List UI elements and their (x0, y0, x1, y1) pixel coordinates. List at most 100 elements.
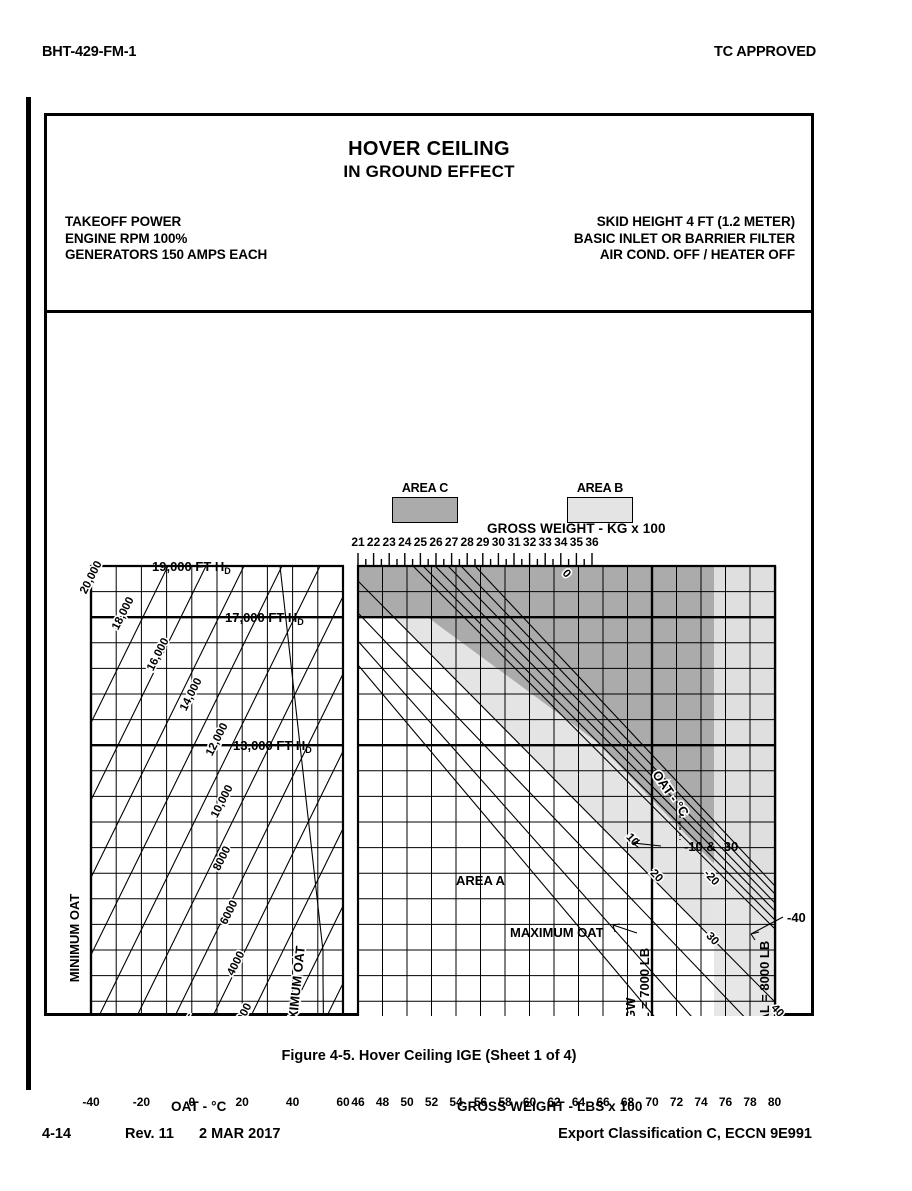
revision-number: Rev. 11 (125, 1126, 174, 1142)
gw-tick-60: 60 (522, 1095, 537, 1109)
bottom-left-axis-title: OAT - °C (171, 1099, 227, 1114)
maximum-oat-label-right: MAXIMUM OAT (510, 925, 604, 940)
oat-tick-20: 20 (235, 1095, 249, 1109)
top-tick-32: 32 (522, 535, 537, 549)
top-tick-30: 30 (491, 535, 506, 549)
oat-curves (358, 566, 775, 1016)
revision-bar (26, 97, 31, 1090)
condition-generators: GENERATORS 150 AMPS EACH (65, 247, 268, 262)
alt-axis-label: HP - FT (170, 1013, 199, 1016)
gw-tick-78: 78 (743, 1095, 757, 1109)
legend-area-b-swatch (567, 497, 633, 523)
alt-label-14000: 14,000 (178, 676, 205, 713)
legend-area-c-label: AREA C (401, 481, 449, 495)
top-tick-22: 22 (366, 535, 381, 549)
top-axis (357, 553, 593, 566)
gw-tick-52: 52 (424, 1095, 439, 1109)
condition-takeoff-power: TAKEOFF POWER (65, 214, 182, 229)
oat-label-neg40: -40 (787, 910, 806, 925)
figure-frame: HOVER CEILING IN GROUND EFFECT TAKEOFF P… (44, 113, 814, 1114)
right-plot-grid-overlay (714, 566, 775, 1016)
callout-13000: 13,000 FT HD (233, 738, 312, 755)
top-tick-29: 29 (476, 535, 490, 549)
legend-area-b-label: AREA B (576, 481, 624, 495)
oat-tick--40: -40 (82, 1095, 100, 1109)
density-altitude-callouts: 19,000 FT HD 17,000 FT HD 13,000 FT HD (152, 559, 312, 755)
gw-tick-58: 58 (498, 1095, 512, 1109)
approval-stamp: TC APPROVED (714, 44, 816, 60)
page-header: BHT-429-FM-1 TC APPROVED (0, 44, 912, 68)
document-number: BHT-429-FM-1 (42, 44, 137, 60)
alt-label-16000: 16,000 (145, 636, 172, 673)
figure-title-block: HOVER CEILING IN GROUND EFFECT TAKEOFF P… (47, 116, 811, 313)
right-plot-grid (356, 564, 777, 1016)
top-tick-31: 31 (507, 535, 521, 549)
gw-tick-80: 80 (767, 1095, 782, 1109)
gw-tick-54: 54 (449, 1095, 463, 1109)
pressure-altitude-labels: 20,000 18,000 16,000 14,000 12,000 10,00… (76, 558, 309, 1016)
alt-label-2000: 2000 (232, 1002, 254, 1016)
oat-label-neg10-neg30: -10 & -30 (684, 839, 738, 854)
top-tick-25: 25 (413, 535, 428, 549)
alt-label-12000: 12,000 (204, 721, 231, 758)
top-tick-23: 23 (382, 535, 396, 549)
top-tick-26: 26 (429, 535, 443, 549)
condition-engine-rpm: ENGINE RPM 100% (65, 230, 188, 246)
revision-date: 2 MAR 2017 (199, 1126, 281, 1142)
gw-tick-56: 56 (473, 1095, 488, 1109)
condition-skid-height: SKID HEIGHT 4 FT (1.2 METER) (596, 214, 795, 229)
oat-tick-0: 0 (188, 1095, 196, 1109)
gw-tick-70: 70 (645, 1095, 659, 1109)
page-footer: 4-14 Rev. 11 2 MAR 2017 Export Classific… (0, 1126, 912, 1150)
callout-19000: 19,000 FT HD (152, 559, 231, 576)
gw-tick-46: 46 (351, 1095, 365, 1109)
condition-air-cond: AIR COND. OFF / HEATER OFF (599, 247, 795, 262)
alt-label-8000: 8000 (211, 845, 233, 873)
max-gw-label-2: INTERNAL = 7000 LB (637, 948, 652, 1016)
top-tick-27: 27 (444, 535, 459, 549)
oat-tick--20: -20 (132, 1095, 151, 1109)
alt-label-10000: 10,000 (209, 783, 236, 820)
alt-label-6000: 6000 (218, 899, 240, 927)
top-tick-35: 35 (569, 535, 584, 549)
gw-tick-74: 74 (694, 1095, 708, 1109)
gw-tick-50: 50 (400, 1095, 414, 1109)
maximum-oat-label-left: MAXIMUM OAT (283, 945, 308, 1016)
legend-area-c: AREA C (392, 481, 458, 523)
top-tick-21: 21 (351, 535, 365, 549)
legend-area-b: AREA B (567, 481, 633, 523)
plot-area: AREA C AREA B GROSS WEIGHT - KG x 100 OA… (47, 313, 811, 1114)
maximum-oat-boundary-left (279, 565, 324, 1016)
top-tick-34: 34 (554, 535, 568, 549)
alt-label-20000: 20,000 (78, 559, 105, 596)
pressure-altitude-lines (91, 566, 343, 1016)
hover-ceiling-chart: 20,000 18,000 16,000 14,000 12,000 10,00… (67, 553, 806, 1016)
gw-tick-72: 72 (669, 1095, 684, 1109)
max-gw-label-1: MAX GW (623, 997, 638, 1016)
top-tick-36: 36 (585, 535, 599, 549)
page-number: 4-14 (42, 1126, 72, 1142)
left-axis-title: MINIMUM OAT (67, 894, 82, 983)
top-tick-33: 33 (538, 535, 552, 549)
export-classification: Export Classification C, ECCN 9E991 (558, 1126, 812, 1142)
figure-caption: Figure 4-5. Hover Ceiling IGE (Sheet 1 o… (281, 1048, 577, 1064)
gw-tick-68: 68 (620, 1095, 635, 1109)
legend-area-c-swatch (392, 497, 458, 523)
top-axis-title: GROSS WEIGHT - KG x 100 (487, 521, 666, 536)
external-gw-label: EXTERNAL = 8000 LB (757, 941, 772, 1016)
gw-tick-66: 66 (596, 1095, 610, 1109)
gw-tick-64: 64 (571, 1095, 586, 1109)
area-a-label: AREA A (456, 873, 505, 888)
left-plot-grid (89, 564, 345, 1016)
figure-title: HOVER CEILING (348, 138, 510, 160)
gw-tick-48: 48 (375, 1095, 390, 1109)
oat-tick-40: 40 (285, 1095, 300, 1109)
conditions-left: TAKEOFF POWER ENGINE RPM 100% GENERATORS… (65, 214, 267, 264)
gw-tick-62: 62 (547, 1095, 561, 1109)
alt-label-4000: 4000 (225, 950, 247, 978)
alt-label-18000: 18,000 (110, 595, 137, 632)
condition-inlet: BASIC INLET OR BARRIER FILTER (573, 230, 795, 246)
callout-17000: 17,000 FT HD (225, 610, 304, 627)
conditions-right: SKID HEIGHT 4 FT (1.2 METER) BASIC INLET… (574, 214, 795, 264)
figure-subtitle: IN GROUND EFFECT (343, 162, 515, 181)
